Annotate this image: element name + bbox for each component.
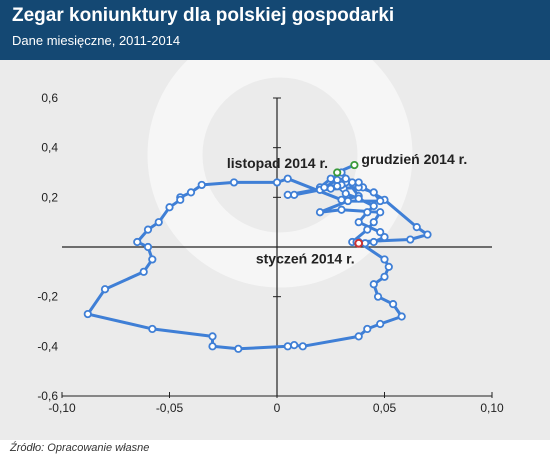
data-point: [290, 190, 299, 199]
data-point: [133, 237, 142, 247]
annotation-label: grudzień 2014 r.: [361, 151, 467, 167]
data-point: [333, 182, 342, 191]
data-point-end: [350, 160, 359, 170]
chart-area: -0,6 -0,4 -0,2 0,2 0,4 0,6 -0,10 -0,05 0 0,05 0,10…: [0, 22, 550, 440]
data-point: [143, 225, 153, 234]
data-point-start: [354, 238, 364, 248]
data-point: [283, 174, 292, 183]
data-point: [388, 300, 398, 309]
data-point: [234, 344, 243, 353]
data-point-november-2014: [333, 168, 342, 177]
data-point: [83, 309, 92, 319]
data-point: [380, 255, 389, 264]
data-point: [363, 208, 372, 217]
data-point: [148, 324, 157, 334]
data-point: [354, 332, 363, 341]
data-point: [384, 262, 393, 271]
data-point: [208, 342, 217, 351]
data-point: [423, 230, 432, 239]
data-point: [369, 237, 378, 247]
data-point: [363, 225, 372, 234]
data-point: [380, 232, 389, 242]
x-tick-label: -0,05: [156, 401, 184, 415]
y-tick-label: 0,2: [41, 190, 58, 204]
x-tick-label: 0: [274, 401, 281, 415]
data-point: [354, 178, 363, 187]
business-cycle-clock-chart: -0,6 -0,4 -0,2 0,2 0,4 0,6 -0,10 -0,05 0 0,05 0,10…: [37, 22, 504, 415]
data-point: [376, 319, 385, 329]
annotation-label: listopad 2014 r.: [227, 155, 328, 171]
data-point: [283, 342, 292, 351]
data-point: [154, 218, 163, 227]
data-point: [341, 189, 350, 198]
data-point: [326, 174, 335, 183]
y-tick-label: 0,6: [41, 91, 58, 105]
data-point: [369, 201, 378, 211]
data-point: [186, 188, 196, 197]
chart-title: Zegar koniunktury dla polskiej gospodark…: [12, 5, 395, 26]
data-point: [229, 178, 239, 187]
data-point: [165, 203, 174, 212]
data-point: [143, 242, 153, 252]
data-point: [320, 183, 329, 192]
data-point: [337, 205, 346, 214]
data-point: [315, 208, 325, 217]
data-point: [376, 196, 385, 206]
data-point: [369, 280, 378, 289]
x-tick-label: 0,05: [373, 401, 397, 415]
data-point: [363, 324, 372, 334]
data-point: [139, 267, 148, 276]
data-point: [208, 332, 217, 341]
data-point: [341, 174, 350, 183]
data-point: [290, 340, 299, 350]
data-point: [272, 178, 282, 187]
data-point: [397, 312, 406, 321]
data-point: [354, 218, 363, 227]
y-tick-label: -0,6: [37, 389, 58, 403]
data-point: [337, 195, 346, 204]
data-point: [148, 255, 157, 264]
data-point: [197, 180, 206, 190]
y-tick-label: -0,4: [37, 339, 58, 353]
source-note: Źródło: Opracowanie własne: [10, 442, 150, 454]
x-tick-label: -0,10: [48, 401, 76, 415]
data-point: [412, 223, 421, 232]
data-point: [343, 196, 353, 206]
y-tick-label: 0,4: [41, 141, 58, 155]
chart-subtitle: Dane miesięczne, 2011-2014: [12, 33, 181, 48]
data-point: [298, 342, 307, 351]
data-point: [326, 184, 335, 193]
data-point: [406, 235, 415, 244]
y-tick-label: -0,2: [37, 290, 58, 304]
data-point: [376, 228, 385, 237]
data-point: [373, 292, 383, 301]
data-point: [354, 194, 363, 203]
x-tick-label: 0,10: [480, 401, 504, 415]
chart-header: Zegar koniunktury dla polskiej gospodark…: [0, 0, 550, 60]
data-point: [283, 190, 292, 199]
data-point: [348, 178, 357, 187]
data-point: [380, 272, 389, 281]
data-point: [176, 195, 185, 204]
data-point: [369, 218, 378, 227]
data-point: [376, 208, 385, 217]
annotation-label: styczeń 2014 r.: [256, 250, 355, 266]
data-point: [100, 285, 110, 294]
data-point: [369, 188, 378, 197]
